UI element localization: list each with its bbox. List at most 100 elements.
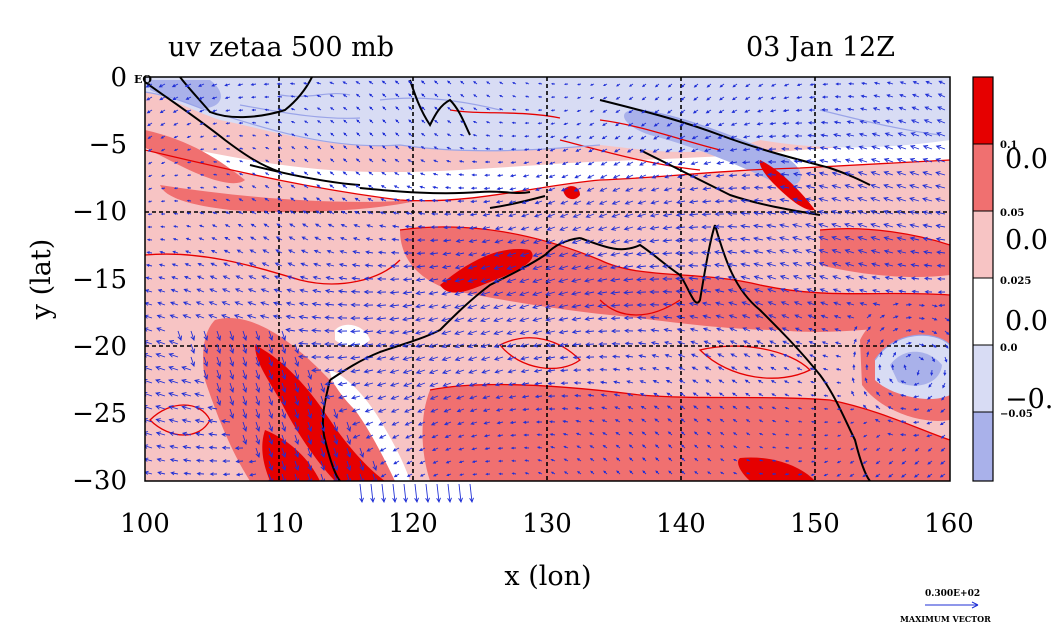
wind-vector-arrow <box>730 122 738 126</box>
wind-vector-arrow <box>158 276 166 280</box>
wind-vector-arrow <box>909 223 920 229</box>
wind-vector-arrow <box>260 288 270 293</box>
wind-vector-arrow <box>376 368 387 374</box>
wind-vector-arrow <box>264 95 269 99</box>
wind-vector-arrow <box>771 446 777 449</box>
wind-vector-arrow <box>405 434 413 439</box>
wind-vector-arrow <box>858 145 868 150</box>
wind-vector-arrow <box>758 433 764 436</box>
wind-vector-arrow <box>519 343 530 348</box>
wind-vector-arrow <box>294 356 300 367</box>
wind-vector-arrow <box>784 420 790 423</box>
wind-vector-arrow <box>571 316 582 322</box>
wind-vector-arrow <box>367 198 374 202</box>
wind-vector-arrow <box>299 288 309 293</box>
wind-vector-arrow <box>689 186 699 192</box>
wind-vector-arrow <box>483 421 491 425</box>
wind-vector-arrow <box>872 302 881 306</box>
wind-vector-arrow <box>268 343 274 354</box>
wind-vector-arrow <box>834 107 842 112</box>
wind-vector-arrow <box>860 94 868 98</box>
wind-vector-arrow <box>506 317 517 323</box>
wind-vector-arrow <box>286 288 296 293</box>
wind-vector-arrow <box>350 302 361 308</box>
wind-vector-arrow <box>320 408 326 419</box>
plot-time: 03 Jan 12Z <box>746 32 895 63</box>
wind-vector-arrow <box>458 447 465 451</box>
wind-vector-arrow <box>288 249 296 254</box>
wind-vector-arrow <box>810 380 816 384</box>
wind-vector-arrow <box>897 276 907 281</box>
wind-vector-arrow <box>532 330 543 335</box>
wind-vector-arrow <box>665 379 673 384</box>
wind-vector-arrow <box>853 338 857 345</box>
wind-vector-arrow <box>779 262 790 267</box>
wind-vector-arrow <box>850 421 855 424</box>
wind-vector-arrow <box>337 355 348 360</box>
wind-vector-arrow <box>216 356 222 367</box>
wind-vector-arrow <box>194 392 205 397</box>
wind-vector-arrow <box>900 393 907 397</box>
wind-vector-arrow <box>640 122 647 127</box>
wind-vector-arrow <box>246 314 257 319</box>
wind-vector-arrow <box>924 106 933 111</box>
wind-vector-arrow <box>198 237 205 241</box>
wind-vector-arrow <box>584 290 595 296</box>
wind-vector-arrow <box>728 301 738 306</box>
wind-vector-arrow <box>714 211 725 217</box>
wind-vector-arrow <box>221 301 231 306</box>
wind-vector-arrow <box>146 238 153 242</box>
wind-vector-arrow <box>194 418 205 424</box>
wind-vector-arrow <box>181 379 192 384</box>
wind-vector-arrow <box>636 289 647 295</box>
wind-vector-arrow <box>771 420 777 423</box>
wind-vector-arrow <box>857 236 868 241</box>
wind-vector-arrow <box>779 172 790 177</box>
wind-vector-arrow <box>727 262 738 268</box>
wind-vector-arrow <box>896 210 907 215</box>
wind-vector-arrow <box>404 421 413 426</box>
wind-vector-arrow <box>160 161 166 164</box>
wind-vector-arrow <box>586 187 595 192</box>
wind-vector-arrow <box>524 459 530 462</box>
wind-vector-arrow <box>251 198 257 202</box>
wind-vector-arrow <box>194 379 205 384</box>
colorbar-boundary-label: 0.1 <box>1000 140 1017 151</box>
wind-vector-arrow <box>521 200 530 205</box>
wind-vector-arrow <box>584 277 595 283</box>
wind-vector-arrow <box>688 224 699 230</box>
wind-vector-arrow <box>330 119 335 124</box>
wind-vector-arrow <box>628 431 634 436</box>
wind-vector-arrow <box>935 145 946 150</box>
wind-vector-arrow <box>447 93 452 98</box>
wind-vector-arrow <box>185 96 192 100</box>
wind-vector-arrow <box>792 236 803 241</box>
wind-vector-arrow <box>507 369 517 374</box>
wind-vector-arrow <box>281 421 287 432</box>
wind-vector-arrow <box>310 341 322 347</box>
wind-vector-arrow <box>896 236 907 242</box>
wind-vector-arrow <box>664 161 673 166</box>
wind-vector-arrow <box>779 249 790 254</box>
wind-vector-arrow <box>160 122 166 126</box>
positive-vorticity-north-australia <box>520 272 700 317</box>
wind-vector-arrow <box>873 81 881 85</box>
wind-vector-arrow <box>896 158 907 163</box>
wind-vector-arrow <box>225 186 231 189</box>
wind-vector-arrow <box>363 316 374 321</box>
wind-vector-arrow <box>844 184 855 189</box>
wind-vector-arrow <box>472 134 478 137</box>
wind-vector-arrow <box>458 483 463 504</box>
wind-vector-arrow <box>766 210 777 216</box>
wind-vector-arrow <box>445 447 452 451</box>
wind-vector-arrow <box>173 161 179 164</box>
wind-vector-arrow <box>369 106 374 111</box>
wind-vector-arrow <box>823 447 829 450</box>
wind-vector-arrow <box>897 119 907 124</box>
wind-vector-arrow <box>753 288 764 293</box>
wind-vector-arrow <box>247 288 257 293</box>
wind-vector-arrow <box>255 395 261 406</box>
wind-vector-arrow <box>377 263 387 268</box>
wind-vector-arrow <box>480 265 491 270</box>
wind-vector-arrow <box>186 148 192 151</box>
